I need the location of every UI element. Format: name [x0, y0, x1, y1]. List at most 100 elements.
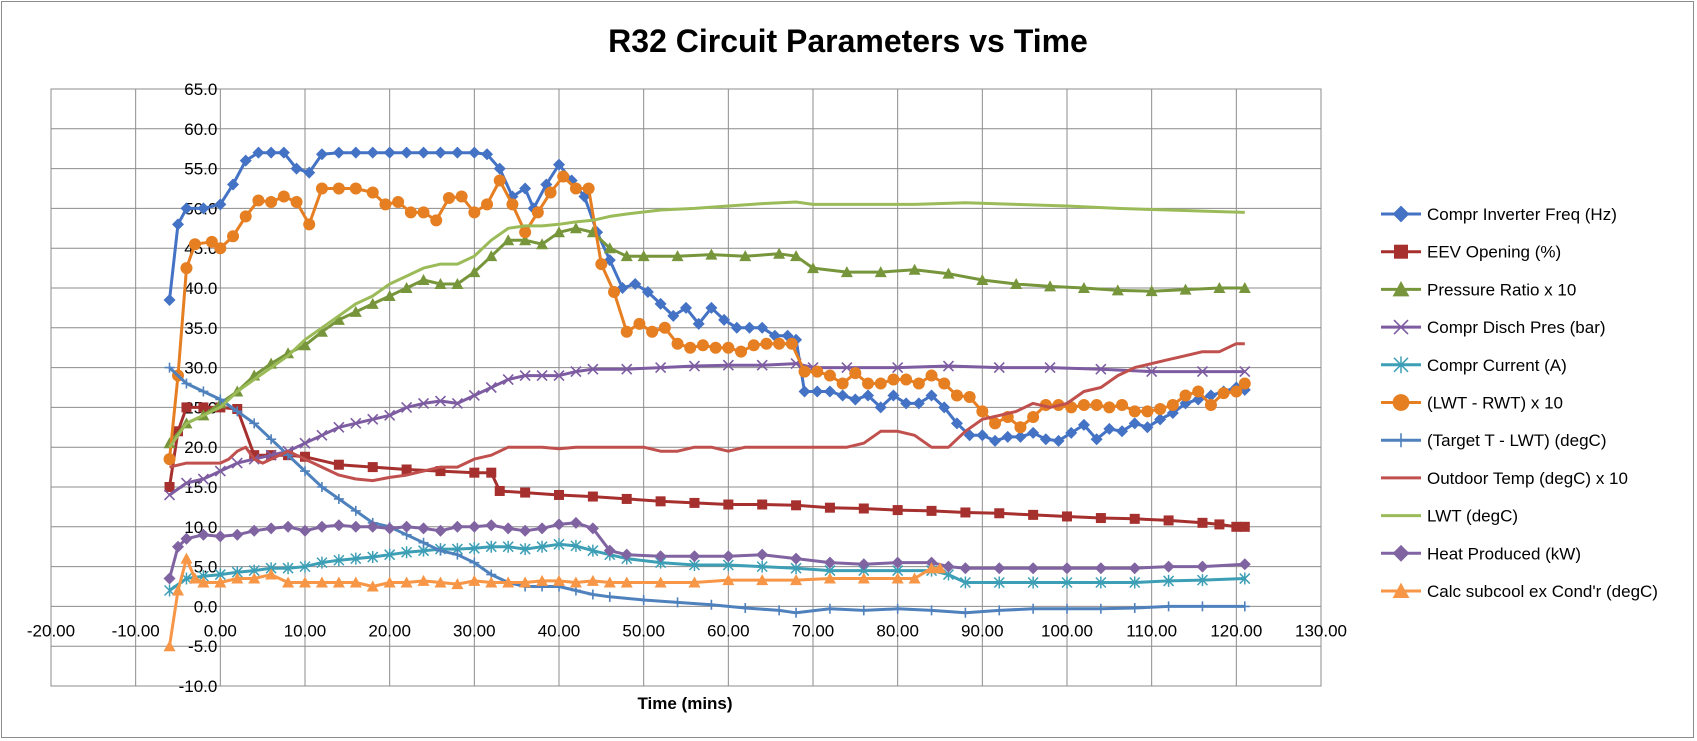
data-point [1393, 356, 1409, 374]
data-point [248, 524, 261, 537]
data-point [823, 385, 836, 398]
data-point [1129, 513, 1140, 524]
data-point [383, 576, 396, 588]
data-point [299, 339, 311, 351]
data-point [451, 520, 464, 533]
data-point [807, 262, 819, 274]
data-point [1393, 319, 1409, 335]
data-point [1392, 582, 1410, 598]
x-tick-label: 110.00 [1126, 621, 1177, 640]
data-point [790, 250, 803, 262]
data-point [900, 373, 913, 386]
legend: Compr Inverter Freq (Hz) EEV Opening (%) P… [1381, 205, 1658, 601]
data-point [1217, 387, 1230, 400]
data-point [1145, 285, 1158, 297]
data-point [172, 540, 184, 553]
data-point [400, 282, 413, 293]
data-point [227, 230, 240, 243]
data-point [773, 337, 786, 350]
data-point [332, 182, 345, 195]
data-point [180, 532, 193, 545]
data-point [595, 258, 608, 271]
data-point [887, 389, 900, 402]
legend-label: Calc subcool ex Cond'r (degC) [1427, 582, 1658, 601]
data-point [188, 238, 201, 251]
data-point [688, 550, 701, 563]
legend-entry: Compr Disch Pres (bar) [1381, 318, 1606, 337]
data-point [960, 607, 971, 618]
data-point [434, 395, 447, 407]
data-point [1141, 405, 1154, 418]
data-point [502, 234, 515, 246]
data-point [350, 505, 361, 516]
data-point [163, 489, 176, 501]
data-point [942, 360, 955, 372]
legend-label: Compr Inverter Freq (Hz) [1427, 205, 1617, 224]
data-point [333, 459, 344, 470]
data-point [862, 389, 875, 402]
data-point [989, 434, 1002, 447]
data-point [519, 543, 531, 556]
x-tick-label: 80.00 [876, 621, 919, 640]
data-point [383, 146, 396, 159]
data-point [655, 496, 666, 507]
data-point [248, 572, 261, 584]
data-point [569, 576, 582, 588]
data-point [646, 325, 659, 338]
data-point [434, 278, 447, 290]
data-point [586, 522, 599, 535]
series-line [168, 175, 1246, 460]
series-line [168, 151, 1246, 443]
data-point [718, 313, 731, 326]
data-point [587, 363, 599, 375]
data-point [198, 402, 209, 413]
data-point [349, 576, 362, 588]
data-point [557, 170, 570, 183]
data-point [790, 552, 803, 565]
data-point [1111, 284, 1124, 296]
y-tick-label: 40.0 [184, 279, 217, 298]
data-point [231, 457, 243, 469]
x-tick-label: -20.00 [27, 621, 75, 640]
data-point [1010, 278, 1023, 290]
data-point [401, 401, 413, 413]
data-point [265, 568, 278, 580]
data-point [519, 234, 532, 246]
data-point [926, 605, 937, 616]
data-point [300, 466, 310, 477]
legend-label: (Target T - LWT) (degC) [1427, 431, 1606, 450]
data-point [785, 337, 798, 350]
x-axis-title: Time (mins) [637, 694, 732, 713]
data-point [197, 528, 210, 541]
data-point [773, 247, 786, 259]
data-point [1027, 576, 1039, 589]
data-point [823, 572, 836, 584]
data-point [239, 210, 252, 223]
data-point [1061, 576, 1073, 589]
y-tick-label: -10.0 [179, 677, 218, 696]
data-point [198, 386, 209, 397]
legend-label: Compr Current (A) [1427, 356, 1567, 375]
legend-label: Pressure Ratio x 10 [1427, 280, 1576, 299]
data-point [231, 572, 244, 584]
x-tick-label: 100.00 [1041, 621, 1093, 640]
data-point [1028, 509, 1039, 520]
data-point [938, 377, 951, 390]
data-point [1095, 363, 1107, 375]
data-point [684, 341, 697, 354]
data-point [531, 206, 544, 219]
data-point [925, 562, 938, 574]
data-point [493, 162, 506, 175]
data-point [891, 572, 904, 584]
data-point [502, 522, 515, 535]
data-point [418, 537, 429, 548]
data-point [430, 214, 443, 227]
data-point [1196, 574, 1209, 587]
data-point [587, 544, 599, 557]
data-point [798, 365, 811, 378]
data-point [172, 218, 184, 231]
data-point [367, 462, 378, 473]
data-point [181, 402, 192, 413]
data-point [1392, 205, 1410, 223]
data-point [536, 238, 549, 250]
